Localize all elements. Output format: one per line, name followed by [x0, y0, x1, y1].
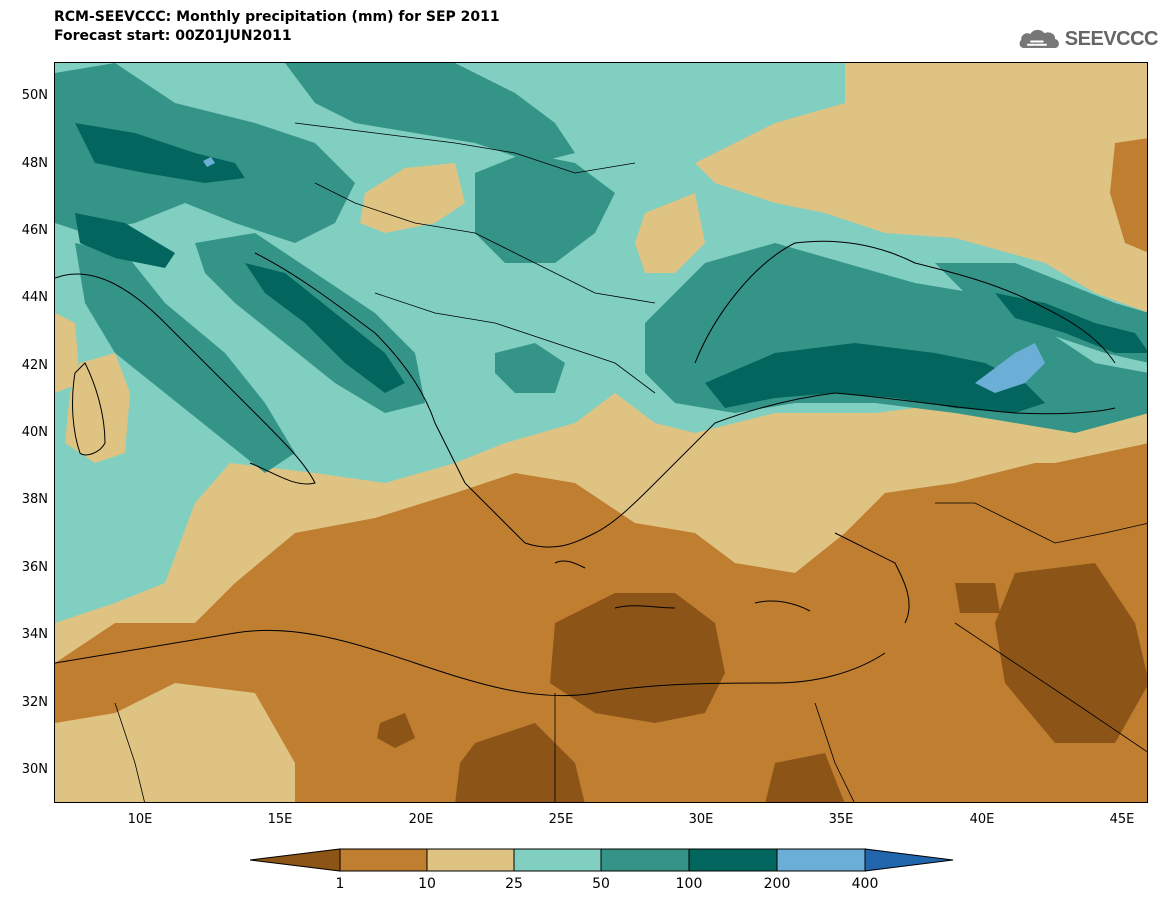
dry-region-northeast	[695, 63, 1147, 313]
seevccc-logo: SEEVCCC	[1018, 22, 1159, 56]
dry-region-hungary	[360, 163, 465, 233]
extreme-wet-region-georgia	[975, 343, 1045, 393]
very-wet-region-alps	[75, 123, 245, 183]
cloud-logo-icon	[1019, 29, 1059, 49]
lat-label-30n: 30N	[21, 762, 48, 777]
lat-label-38n: 38N	[21, 492, 48, 507]
legend-label-1: 1	[335, 876, 345, 892]
lat-label-42n: 42N	[21, 358, 48, 373]
legend-swatch-200-400	[776, 848, 866, 872]
lat-label-46n: 46N	[21, 223, 48, 238]
lon-label-25e: 25E	[548, 812, 574, 827]
title-line-2: Forecast start: 00Z01JUN2011	[54, 28, 292, 44]
very-dry-region-egypt-south	[455, 723, 585, 802]
lat-label-50n: 50N	[21, 88, 48, 103]
lon-label-45e: 45E	[1109, 812, 1135, 827]
lon-label-20e: 20E	[408, 812, 434, 827]
legend-swatch-above-400	[864, 848, 954, 872]
wet-region-italy	[75, 243, 295, 473]
wet-region-balkans	[495, 343, 565, 393]
legend-label-25: 25	[505, 876, 523, 892]
very-wet-region-black-sea	[705, 343, 1045, 413]
title-line-1: RCM-SEEVCCC: Monthly precipitation (mm) …	[54, 9, 500, 25]
borders	[114, 122, 1147, 802]
legend-swatch-10-25	[426, 848, 515, 872]
lat-label-44n: 44N	[21, 290, 48, 305]
very-wet-region-dinaric	[245, 263, 405, 393]
legend-swatch-50-100	[600, 848, 690, 872]
dry-region-west	[55, 313, 80, 393]
legend-label-100: 100	[675, 876, 703, 892]
chart-title: RCM-SEEVCCC: Monthly precipitation (mm) …	[54, 8, 500, 46]
brown-region-caspian	[1110, 138, 1147, 253]
very-dry-region-syria	[955, 583, 1000, 613]
lon-label-35e: 35E	[828, 812, 854, 827]
legend-label-50: 50	[592, 876, 610, 892]
wet-region-carpathians	[475, 153, 615, 263]
lon-label-10e: 10E	[127, 812, 153, 827]
dry-region-romania-coast	[635, 193, 705, 273]
very-dry-region-sinai	[765, 753, 845, 802]
lat-label-36n: 36N	[21, 560, 48, 575]
lon-label-15e: 15E	[267, 812, 293, 827]
lon-label-30e: 30E	[688, 812, 714, 827]
lat-label-40n: 40N	[21, 425, 48, 440]
legend-label-400: 400	[851, 876, 879, 892]
logo-text: SEEVCCC	[1064, 27, 1159, 50]
extreme-wet-spot-alps	[203, 157, 215, 167]
map-canvas	[55, 63, 1147, 802]
lat-label-48n: 48N	[21, 156, 48, 171]
coastlines	[55, 240, 1116, 697]
legend-label-200: 200	[763, 876, 791, 892]
lat-label-32n: 32N	[21, 695, 48, 710]
legend-swatch-below-1	[250, 848, 341, 872]
dry-region-sardinia	[65, 353, 130, 463]
color-legend	[250, 848, 954, 872]
wet-region-alps-east	[285, 63, 575, 163]
legend-swatch-100-200	[688, 848, 778, 872]
very-dry-region-libya-egypt	[550, 593, 725, 723]
lon-label-40e: 40E	[969, 812, 995, 827]
lat-label-34n: 34N	[21, 627, 48, 642]
legend-swatch-25-50	[513, 848, 602, 872]
very-dry-region-iraq	[995, 563, 1147, 743]
very-dry-region-gulf	[377, 713, 415, 748]
legend-label-10: 10	[418, 876, 436, 892]
precipitation-map	[54, 62, 1148, 803]
legend-swatch-1-10	[339, 848, 428, 872]
wet-region-alps	[55, 63, 355, 243]
very-wet-region-north-italy	[75, 213, 175, 268]
